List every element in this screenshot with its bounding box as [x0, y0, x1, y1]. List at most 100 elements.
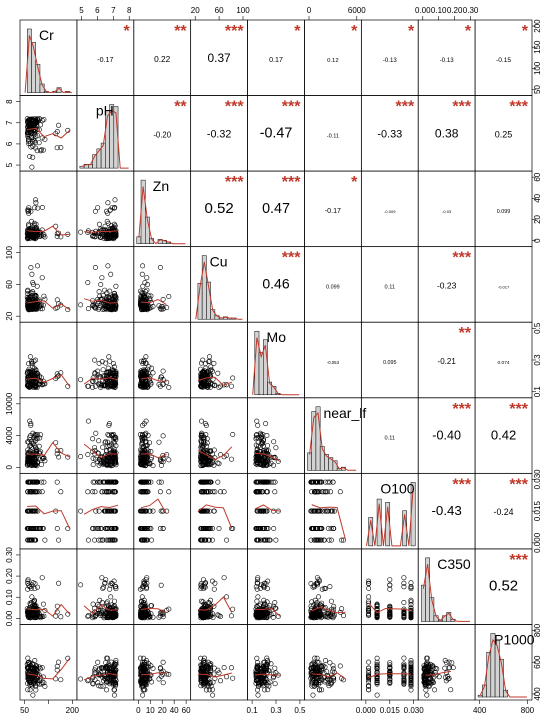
scatter-point: [38, 303, 44, 309]
scatter-panel: [197, 575, 236, 621]
scatter-point: [142, 280, 148, 286]
scatter-point: [113, 443, 119, 449]
scatter-point: [29, 271, 35, 277]
scatter-point: [36, 140, 42, 146]
scatter-point: [215, 460, 221, 466]
scatter-point: [254, 446, 260, 452]
scatter-point: [106, 295, 112, 301]
scatter-point: [139, 440, 145, 446]
scatter-point: [85, 537, 91, 543]
scatter-panel: [78, 479, 119, 543]
scatter-point: [198, 383, 204, 389]
scatter-point: [39, 205, 45, 211]
scatter-point: [261, 456, 267, 462]
scatter-point: [108, 594, 114, 600]
histogram-bar: [31, 42, 36, 93]
scatter-panel: [253, 479, 281, 543]
scatter-point: [203, 431, 209, 437]
significance-stars: ***: [225, 99, 244, 116]
correlation-value: 0.38: [435, 126, 459, 140]
histogram-bar: [494, 640, 500, 698]
correlation-value: -0.32: [207, 128, 231, 140]
scatter-point: [337, 663, 343, 669]
scatter-point: [201, 577, 207, 583]
scatter-point: [325, 525, 331, 531]
scatter-point: [255, 422, 261, 428]
scatter-panel: [137, 263, 172, 313]
scatter-point: [95, 680, 101, 686]
scatter-point: [27, 437, 33, 443]
scatter-point: [26, 117, 32, 123]
significance-stars: ***: [282, 250, 301, 267]
scatter-point: [200, 357, 206, 363]
scatter-point: [105, 210, 111, 216]
scatter-point: [254, 431, 260, 437]
scatter-point: [265, 459, 271, 465]
scatter-point: [143, 450, 149, 456]
histogram-bar: [35, 64, 41, 93]
scatter-panel: [24, 197, 71, 242]
scatter-point: [148, 448, 154, 454]
scatter-point: [92, 445, 98, 451]
scatter-point: [148, 456, 154, 462]
histogram-bar: [315, 406, 321, 471]
scatter-point: [330, 479, 336, 485]
scatter-point: [90, 436, 96, 442]
scatter-point: [105, 455, 111, 461]
scatter-point: [96, 438, 102, 444]
correlation-value: 0.37: [208, 51, 232, 65]
scatter-point: [254, 598, 260, 604]
scatter-point: [27, 455, 33, 461]
scatter-point: [221, 575, 227, 581]
correlation-value: -0.03: [442, 209, 452, 214]
scatter-point: [105, 263, 111, 269]
scatter-point: [112, 197, 118, 203]
scatter-point: [92, 302, 98, 308]
scatter-point: [103, 382, 109, 388]
scatter-point: [147, 440, 153, 446]
scatter-point: [34, 133, 40, 139]
scatter-point: [230, 431, 236, 437]
scatter-point: [366, 585, 372, 591]
scatter-point: [98, 384, 104, 390]
scatter-point: [41, 381, 47, 387]
density-line: [138, 186, 186, 245]
density-line: [24, 35, 72, 94]
scatter-point: [139, 594, 145, 600]
scatter-point: [138, 435, 144, 441]
smooth-line: [27, 300, 70, 311]
scatter-point: [221, 665, 227, 671]
scatter-point: [157, 489, 163, 495]
scatter-point: [337, 489, 343, 495]
scatter-point: [37, 435, 43, 441]
scatter-point: [33, 305, 39, 311]
scatter-panel: [137, 418, 172, 469]
scatter-point: [275, 458, 281, 464]
scatter-point: [78, 508, 84, 514]
density-line: [309, 412, 357, 471]
scatter-point: [40, 601, 46, 607]
scatter-point: [160, 453, 166, 459]
scatter-point: [31, 456, 37, 462]
scatter-point: [271, 525, 277, 531]
significance-stars: *: [124, 23, 131, 40]
correlation-value: 0.25: [495, 129, 513, 139]
scatter-point: [27, 120, 33, 126]
scatter-point: [327, 660, 333, 666]
scatter-point: [255, 456, 261, 462]
scatter-point: [104, 687, 110, 693]
scatter-point: [138, 294, 144, 300]
scatter-point: [218, 383, 224, 389]
scatter-point: [109, 377, 115, 383]
scatter-point: [106, 354, 112, 360]
scatter-panel: [24, 575, 71, 621]
scatter-point: [30, 440, 36, 446]
scatter-point: [101, 584, 107, 590]
scatter-point: [147, 295, 153, 301]
scatter-point: [27, 154, 33, 160]
scatter-point: [103, 228, 109, 234]
scatter-point: [92, 371, 98, 377]
scatter-point: [25, 291, 31, 297]
scatter-point: [324, 669, 330, 675]
correlation-value: -0.33: [377, 128, 402, 140]
